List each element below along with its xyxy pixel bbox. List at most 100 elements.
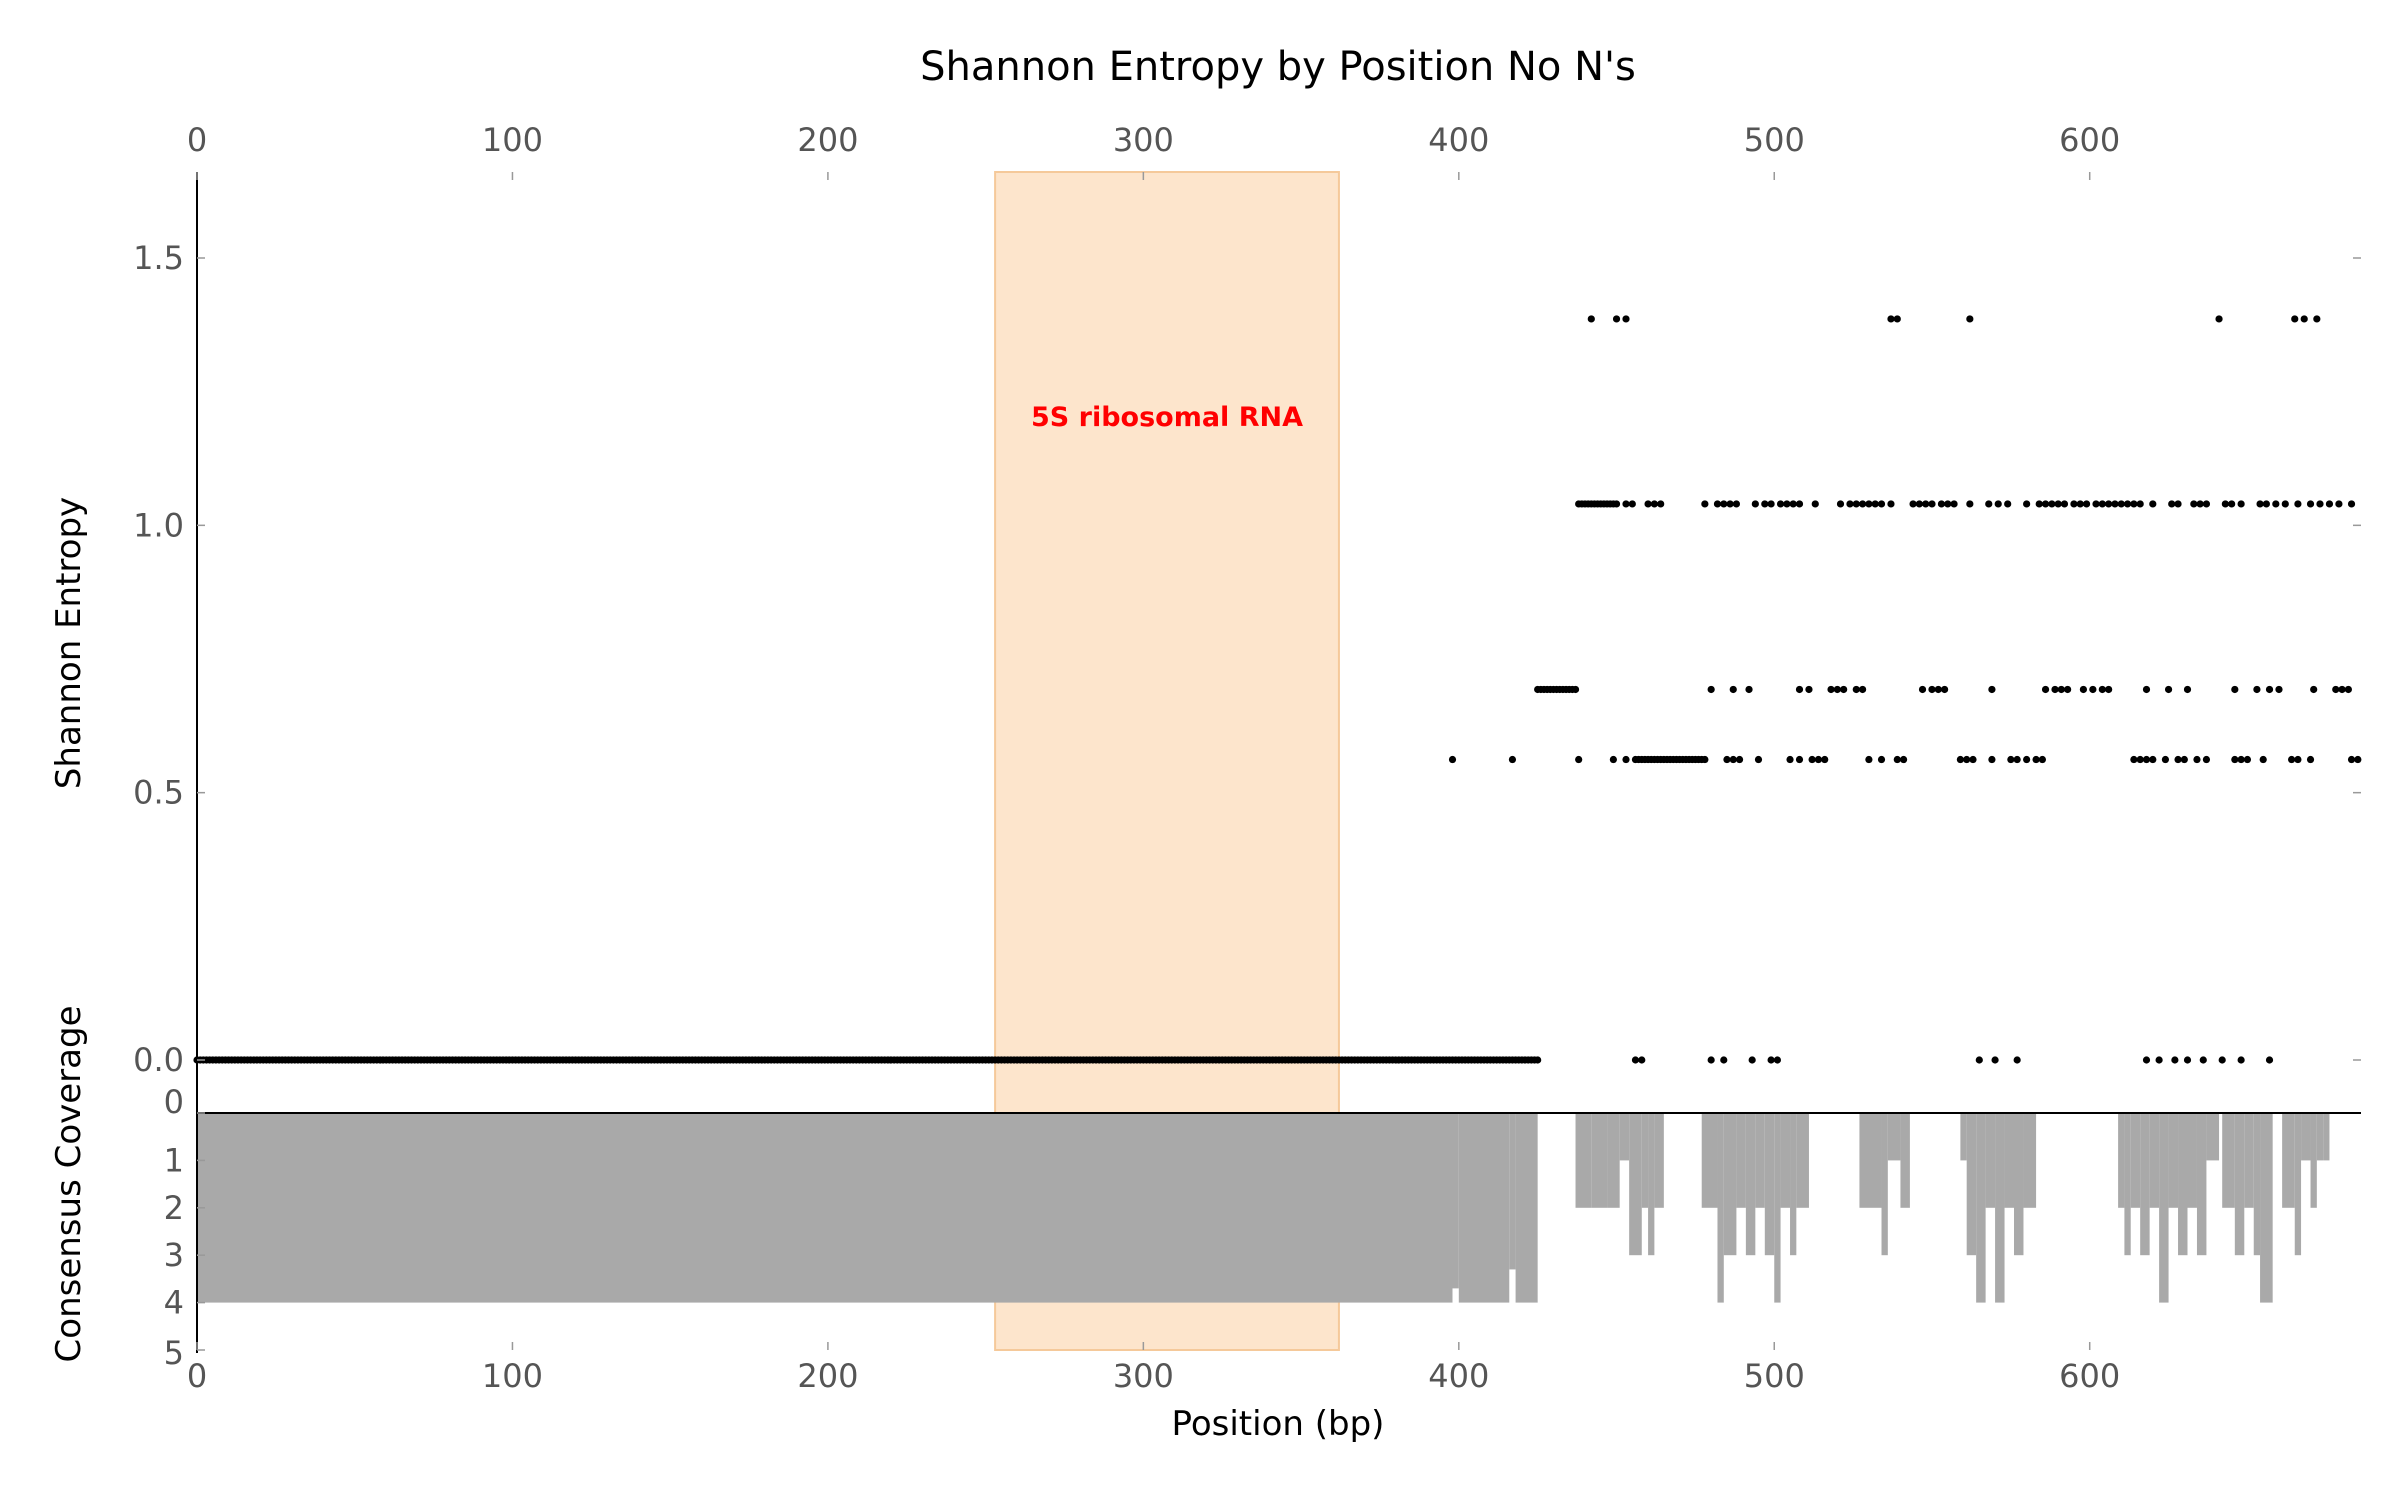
coverage-bar [1452,1113,1459,1289]
chart-title: Shannon Entropy by Position No N's [920,44,1636,90]
coverage-bar [1515,1113,1538,1303]
coverage-bar [2118,1113,2125,1208]
entropy-point [2161,755,2170,764]
entropy-point [2092,500,2100,508]
coverage-bar [1900,1113,1910,1208]
entropy-point [1808,755,1816,764]
entropy-point [2142,1056,2151,1064]
entropy-point [2142,685,2151,694]
entropy-point [2199,1056,2207,1064]
axes-layer: 0 100 200 300 400 500 600 0 100 200 300 400 500 600 0.… [133,121,2361,1395]
entropy-point [2048,500,2056,508]
entropy-point [2237,1056,2245,1064]
entropy-point [2117,500,2125,508]
entropy-point [1821,755,1829,764]
entropy-point [1934,685,1942,694]
entropy-point [1631,1056,1640,1064]
coverage-bar [1755,1113,1765,1208]
entropy-point [2332,685,2340,694]
top-x-tick-label: 100 [482,121,543,159]
coverage-bar [1796,1113,1809,1208]
entropy-point [1836,500,1845,508]
entropy-point [1609,755,1617,764]
entropy-point [2306,500,2315,508]
top-x-tick-label: 400 [1428,121,1489,159]
entropy-point [1985,500,1993,508]
entropy-point [2079,685,2088,694]
entropy-point [1767,500,1775,508]
entropy-point [1761,500,1769,508]
entropy-point [1754,755,1763,764]
entropy-point [1887,315,1895,323]
entropy-point [2105,685,2113,694]
entropy-point [2294,755,2302,764]
entropy-point [2155,1056,2163,1064]
entropy-point [1773,1056,1782,1064]
entropy-point [2051,685,2059,694]
entropy-point [2354,755,2362,764]
coverage-bar [2004,1113,2015,1208]
entropy-point [2275,685,2283,694]
entropy-point [2218,1056,2226,1064]
coverage-bar [1995,1113,2005,1303]
entropy-point [2054,500,2062,508]
entropy-point [2259,755,2267,764]
entropy-point [2256,500,2264,508]
entropy-point [1918,685,1927,694]
top-x-tick-label: 500 [1744,121,1805,159]
bottom-x-tick-label: 400 [1428,1357,1489,1395]
coverage-bar [2178,1113,2188,1256]
coverage-y-tick-label: 2 [164,1189,184,1227]
entropy-y-tick-label: 0.0 [133,1041,184,1079]
entropy-point [1587,315,1595,323]
entropy-point [1969,755,1977,764]
entropy-point [1720,1056,1728,1064]
entropy-point [1805,685,1813,694]
entropy-point [2123,500,2132,508]
coverage-bar [1859,1113,1882,1208]
coverage-bar [2294,1113,2302,1256]
entropy-point [1720,500,1728,508]
bottom-x-tick-label: 100 [482,1357,543,1395]
entropy-point [1915,500,1923,508]
entropy-point [2316,500,2324,508]
coverage-bar [2234,1113,2245,1256]
entropy-point [2300,315,2308,323]
entropy-point [2265,1056,2274,1064]
coverage-layer [197,1113,2330,1303]
entropy-point [2325,500,2334,508]
entropy-point [1877,500,1886,508]
entropy-point [2136,500,2144,508]
entropy-point [2098,685,2106,694]
entropy-point [1783,500,1791,508]
entropy-point [1745,685,1753,694]
coverage-bar [1723,1113,1737,1256]
entropy-point [1571,685,1580,694]
entropy-point [2237,500,2245,508]
bottom-x-tick-label: 500 [1744,1357,1805,1395]
coverage-y-tick-label: 1 [164,1141,184,1179]
entropy-point [2060,500,2069,508]
entropy-point [1988,755,1996,764]
entropy-point [1789,500,1797,508]
entropy-point [2076,500,2084,508]
entropy-point [1723,755,1731,764]
entropy-point [2221,500,2229,508]
entropy-point [1795,500,1804,508]
entropy-point [2183,1056,2192,1064]
entropy-point [1893,315,1901,323]
entropy-axis-title: Shannon Entropy [49,497,89,789]
entropy-point [1963,755,1971,764]
entropy-point [1994,500,2002,508]
entropy-point [1628,500,1636,508]
region-label: 5S ribosomal RNA [1031,402,1303,433]
entropy-point [2291,315,2299,323]
entropy-point [2013,755,2021,764]
coverage-y-tick-label: 0 [164,1083,184,1121]
top-x-tick-label: 300 [1113,121,1174,159]
entropy-point [1735,755,1744,764]
entropy-point [1795,755,1804,764]
entropy-point [1622,500,1630,508]
entropy-point [1707,685,1715,694]
